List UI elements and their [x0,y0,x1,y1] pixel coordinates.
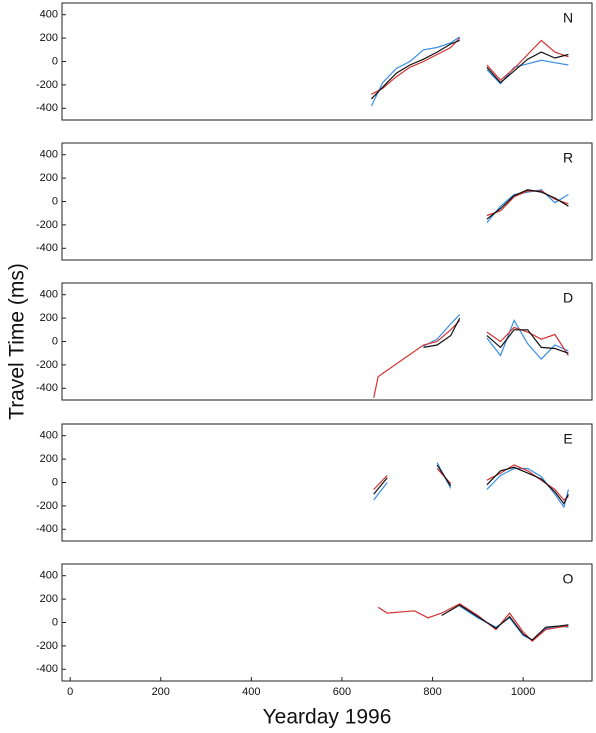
y-tick-label: -200 [36,219,58,231]
x-tick-label: 0 [67,686,73,698]
series-line [373,464,569,505]
y-tick-label: -400 [36,382,58,394]
y-tick-label: -400 [36,102,58,114]
y-tick-label: -200 [36,500,58,512]
y-tick-label: -200 [36,640,58,652]
y-tick-label: -400 [36,242,58,254]
series-line [486,189,569,220]
panel-label: N [563,10,573,26]
y-tick-label: 200 [40,593,58,605]
series-line [373,464,569,501]
series-line [370,39,569,100]
y-tick-label: 200 [40,32,58,44]
series-line [373,319,569,398]
series-line [373,462,569,509]
plot-frame [61,423,593,542]
x-tick-label: 800 [423,686,441,698]
x-tick-label: 600 [333,686,351,698]
y-tick-label: 400 [40,149,58,161]
x-tick-label: 1000 [511,686,535,698]
series-line [377,603,569,643]
series-line [486,190,569,217]
y-tick-label: 400 [40,289,58,301]
panel-label: R [563,150,573,166]
series-line [371,37,569,95]
plot-frame [61,282,593,401]
plot-frame [61,2,593,121]
y-tick-label: -400 [36,663,58,675]
y-tick-label: 0 [52,335,58,347]
x-axis-label: Yearday 1996 [263,706,392,729]
y-tick-label: 200 [40,453,58,465]
y-tick-label: -200 [36,79,58,91]
y-tick-label: 200 [40,312,58,324]
series-line [370,36,569,107]
x-tick-label: 400 [242,686,260,698]
y-tick-label: 0 [52,55,58,67]
series-line [441,604,569,641]
series-line [486,189,569,223]
y-tick-label: 0 [52,195,58,207]
x-tick-label: 200 [152,686,170,698]
y-tick-label: -200 [36,359,58,371]
panel-label: D [563,290,573,306]
y-tick-label: 0 [52,476,58,488]
y-tick-label: 0 [52,616,58,628]
panel-label: E [563,431,572,447]
panel-label: O [563,571,574,587]
y-tick-label: -400 [36,523,58,535]
y-axis-label: Travel Time (ms) [6,263,29,420]
y-tick-label: 400 [40,9,58,21]
y-tick-label: 200 [40,172,58,184]
y-tick-label: 400 [40,430,58,442]
y-tick-label: 400 [40,570,58,582]
plot-frame [61,142,593,261]
series-line [423,317,569,354]
